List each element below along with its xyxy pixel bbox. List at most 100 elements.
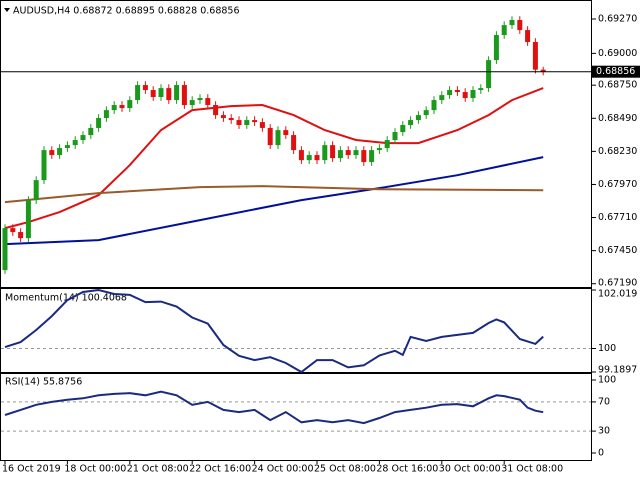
- y-tick-label: 0.67450: [598, 245, 637, 256]
- candle-body: [228, 118, 234, 121]
- candle-body: [220, 115, 226, 119]
- momentum-panel-frame: [0, 288, 592, 373]
- rsi-title: RSI(14) 55.8756: [5, 377, 82, 388]
- y-tick-label: 0.68230: [598, 146, 637, 157]
- y-tick-label: 0.67970: [598, 179, 637, 190]
- candle-body: [267, 127, 273, 146]
- candle-body: [57, 148, 63, 156]
- y-tick-label: 0.68750: [598, 80, 637, 91]
- candle-body: [540, 69, 546, 72]
- candle-body: [96, 118, 102, 128]
- candle-body: [369, 150, 375, 163]
- x-tick-label: 31 Oct 08:00: [501, 464, 563, 475]
- candle-body: [33, 180, 39, 201]
- y-tick-label: 0.67710: [598, 212, 637, 223]
- y-tick-label: 0.67190: [598, 278, 637, 289]
- candle-body: [88, 127, 94, 136]
- candle-body: [517, 20, 523, 31]
- candle-body: [80, 135, 86, 141]
- candle-body: [330, 145, 336, 159]
- candle-body: [252, 120, 258, 123]
- last-price-label: 0.68856: [596, 66, 635, 77]
- candle-body: [423, 110, 429, 116]
- candle-body: [10, 228, 16, 233]
- candle-body: [400, 125, 406, 133]
- candle-body: [478, 88, 484, 91]
- candle-body: [509, 20, 515, 26]
- x-tick-label: 22 Oct 16:00: [189, 464, 251, 475]
- candle-body: [189, 100, 195, 106]
- candle-body: [361, 150, 367, 163]
- y-tick-label: 102.019: [598, 289, 637, 300]
- last-price-box: [592, 65, 640, 78]
- candle-body: [314, 155, 320, 161]
- candle-body: [135, 85, 141, 101]
- x-tick-label: 16 Oct 2019: [2, 464, 61, 475]
- candle-body: [205, 98, 211, 106]
- candle-body: [322, 145, 328, 161]
- candle-body: [181, 85, 187, 106]
- y-tick-label: 70: [598, 396, 610, 407]
- candle-body: [244, 120, 250, 126]
- candle-body: [213, 105, 219, 116]
- candle-body: [158, 88, 164, 98]
- y-tick-label: 0.69270: [598, 14, 637, 25]
- x-tick-label: 21 Oct 08:00: [127, 464, 189, 475]
- candle-body: [439, 95, 445, 101]
- candle-body: [345, 150, 351, 156]
- candle-body: [275, 130, 281, 146]
- candle-body: [119, 105, 125, 109]
- candle-body: [431, 100, 437, 111]
- x-tick-label: 25 Oct 08:00: [314, 464, 376, 475]
- candle-body: [41, 150, 47, 181]
- candle-body: [111, 105, 117, 111]
- candle-body: [25, 200, 31, 239]
- y-tick-label: 99.1897: [598, 365, 637, 376]
- candle-body: [376, 148, 382, 151]
- y-tick-label: 0.68490: [598, 113, 637, 124]
- rsi-panel-frame: [0, 373, 592, 461]
- candle-body: [462, 92, 468, 99]
- moving-average: [4, 87, 544, 230]
- main-panel-frame: [0, 0, 592, 288]
- candle-body: [197, 98, 203, 101]
- candle-body: [392, 132, 398, 141]
- x-tick-label: 28 Oct 16:00: [376, 464, 438, 475]
- candle-body: [470, 90, 476, 99]
- x-tick-label: 18 Oct 00:00: [64, 464, 126, 475]
- candle-body: [49, 150, 55, 156]
- candle-body: [166, 88, 172, 101]
- candle-body: [525, 30, 531, 43]
- candle-body: [384, 140, 390, 149]
- candle-body: [337, 150, 343, 159]
- y-tick-label: 0.69000: [598, 48, 637, 59]
- candle-body: [306, 155, 312, 161]
- indicator-line: [4, 288, 544, 374]
- x-tick-label: 30 Oct 00:00: [439, 464, 501, 475]
- candle-body: [408, 120, 414, 126]
- chart-title: AUDUSD,H4 0.68872 0.68895 0.68828 0.6885…: [13, 6, 240, 17]
- candle-body: [532, 42, 538, 70]
- moving-average: [4, 185, 544, 204]
- moving-average: [4, 156, 544, 246]
- candle-body: [18, 232, 24, 239]
- candle-body: [259, 122, 265, 128]
- candle-body: [142, 85, 148, 91]
- x-tick-label: 24 Oct 00:00: [252, 464, 314, 475]
- candle-body: [298, 150, 304, 161]
- candle-body: [501, 25, 507, 36]
- candle-body: [103, 110, 109, 119]
- candle-body: [353, 150, 359, 156]
- indicator-line: [4, 390, 544, 425]
- symbol-marker: [4, 8, 10, 12]
- candle-body: [64, 145, 70, 149]
- candle-body: [150, 90, 156, 98]
- candle-body: [486, 60, 492, 89]
- candle-body: [283, 130, 289, 136]
- candle-body: [291, 135, 297, 151]
- y-tick-label: 30: [598, 426, 610, 437]
- y-tick-label: 100: [598, 375, 616, 386]
- candle-body: [493, 35, 499, 61]
